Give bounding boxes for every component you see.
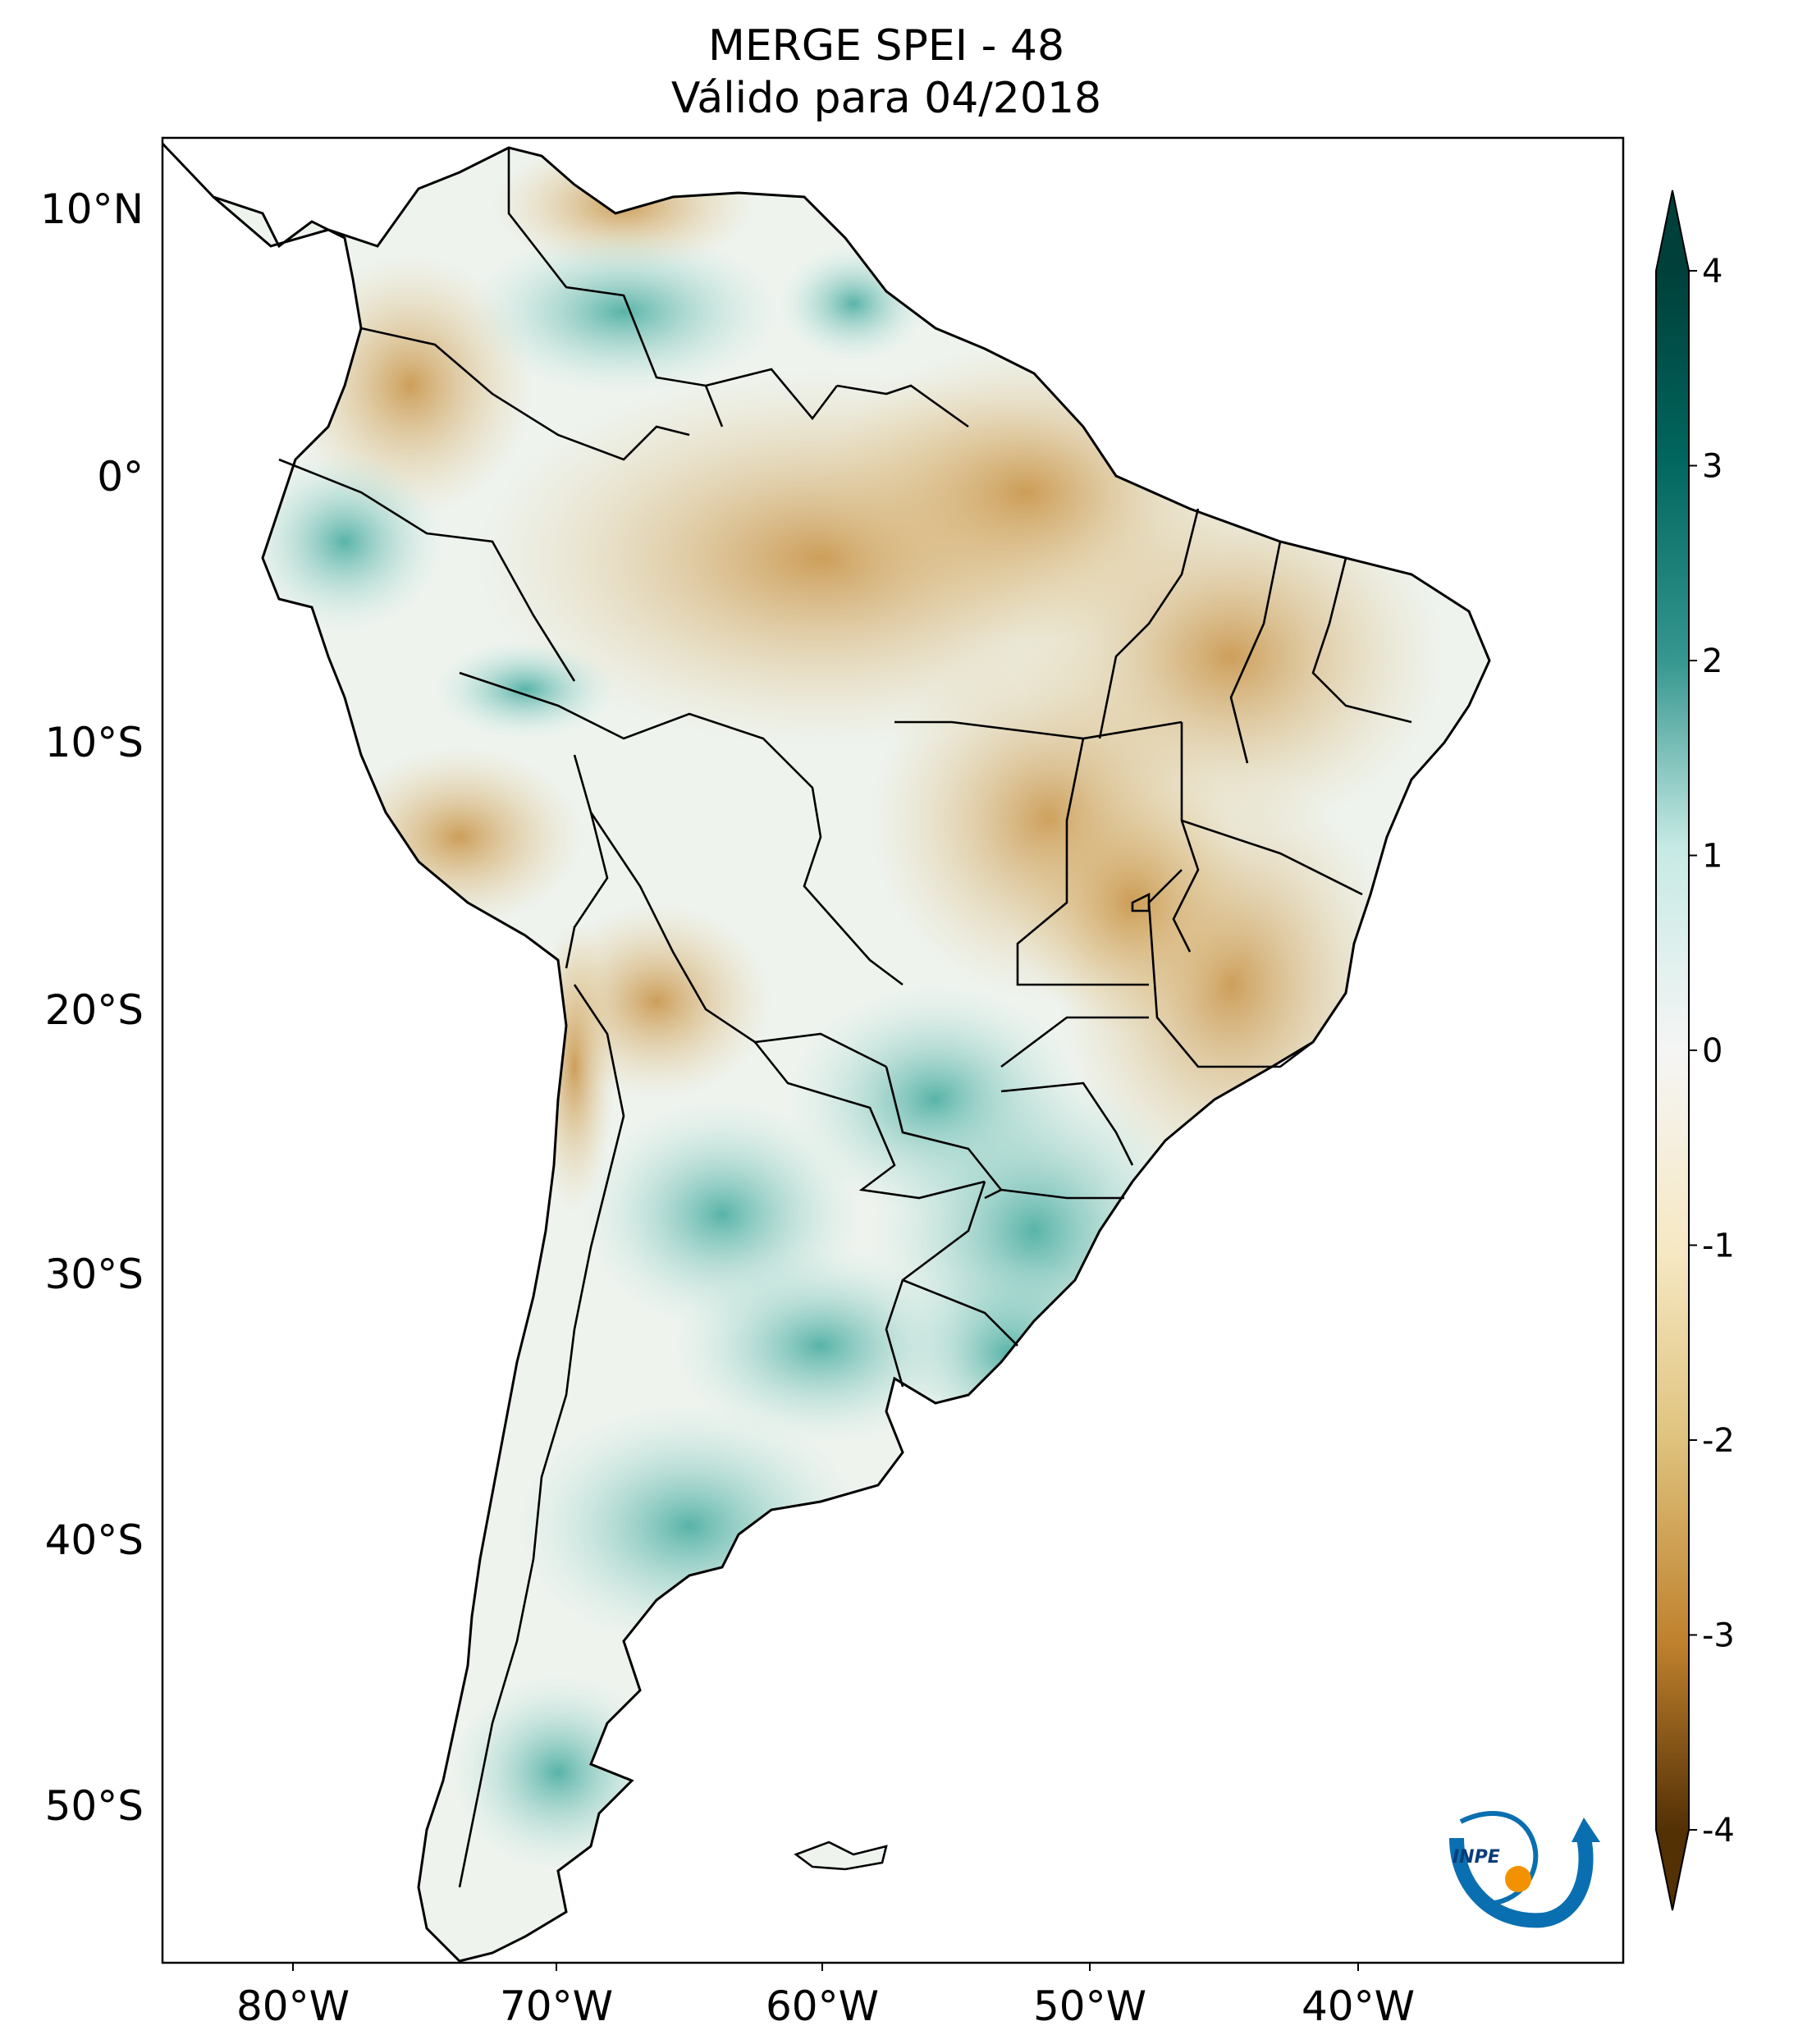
lon-tick-label: 80°W (236, 1982, 350, 2030)
brazil-state-border-10 (1000, 1081, 1134, 1166)
colombia-border (360, 327, 690, 461)
lon-tick-label: 50°W (1033, 1982, 1146, 2030)
lat-tick-label: 50°S (45, 1782, 144, 1830)
falkland-islands (794, 1841, 888, 1871)
lat-tick-label: 0° (97, 453, 144, 501)
colorbar-min-extend (1656, 1830, 1689, 1910)
bolivia-border (589, 812, 887, 1068)
logo-arrow-icon (1572, 1818, 1600, 1842)
brazil-state-border-8 (1147, 869, 1314, 1068)
colorbar-tick-label: 2 (1702, 642, 1723, 680)
colorbar-gradient (1656, 271, 1689, 1830)
colorbar-tick-label: 3 (1702, 448, 1723, 486)
paraguay-border-east (885, 1066, 1004, 1200)
lat-tick-label: 10°S (45, 719, 144, 766)
brazil-state-border-1 (894, 720, 1183, 740)
political-borders (278, 148, 1412, 1888)
lat-tick-label: 40°S (45, 1516, 144, 1564)
suriname-border (836, 384, 969, 428)
brazil-state-border-6 (1229, 541, 1282, 764)
brazil-state-border-5 (1098, 508, 1200, 739)
ecuador-border (278, 458, 576, 682)
inpe-logo: INPE (1449, 1811, 1600, 1928)
logo-text: INPE (1453, 1847, 1500, 1868)
brazil-state-border-12 (902, 1278, 1018, 1347)
colorbar-tick-label: -2 (1702, 1422, 1735, 1460)
lon-axis: 80°W 70°W 60°W 50°W 40°W (236, 1963, 1415, 2030)
paraguay-border-west (753, 1041, 986, 1200)
peru-brazil-border (459, 671, 904, 986)
colorbar-tick-label: 1 (1702, 838, 1723, 876)
logo-orbit-arc (1459, 1811, 1539, 1906)
lat-axis: 10°N 0° 10°S 20°S 30°S 40°S 50°S (40, 185, 144, 1830)
colorbar: 4 3 2 1 0 -1 -2 -3 -4 (1655, 190, 1735, 1911)
logo-swoosh (1449, 1836, 1594, 1928)
brazil-state-border-9 (1000, 1016, 1149, 1068)
lat-tick-label: 20°S (45, 986, 144, 1034)
lon-tick-label: 70°W (500, 1982, 613, 2030)
colorbar-tick-label: -3 (1702, 1617, 1735, 1655)
colorbar-tick-label: 4 (1702, 253, 1723, 290)
brazil-state-border-2 (1016, 738, 1149, 986)
brasilia-df-border (1131, 892, 1151, 912)
colorbar-tick-label: -4 (1702, 1812, 1735, 1850)
lon-tick-label: 40°W (1302, 1982, 1415, 2030)
brazil-state-border-7 (1311, 557, 1412, 724)
chile-argentina-border (458, 984, 625, 1888)
colorbar-max-extend (1656, 190, 1689, 271)
colorbar-tick-label: 0 (1702, 1032, 1723, 1070)
brazil-state-border-4 (1181, 819, 1363, 896)
peru-bolivia-border (565, 754, 609, 969)
lat-tick-label: 10°N (40, 185, 144, 233)
map-title: MERGE SPEI - 48 (707, 21, 1065, 71)
map-subtitle: Válido para 04/2018 (670, 74, 1102, 123)
brazil-state-border-11 (1000, 1188, 1124, 1200)
colorbar-ticks: 4 3 2 1 0 -1 -2 -3 -4 (1689, 253, 1735, 1850)
lon-tick-label: 60°W (766, 1982, 879, 2030)
logo-sun-icon (1505, 1866, 1531, 1892)
colorbar-tick-label: -1 (1702, 1228, 1735, 1265)
lat-tick-label: 30°S (45, 1251, 144, 1298)
guyana-border (705, 368, 839, 421)
brazil-state-border-3 (1172, 722, 1200, 953)
